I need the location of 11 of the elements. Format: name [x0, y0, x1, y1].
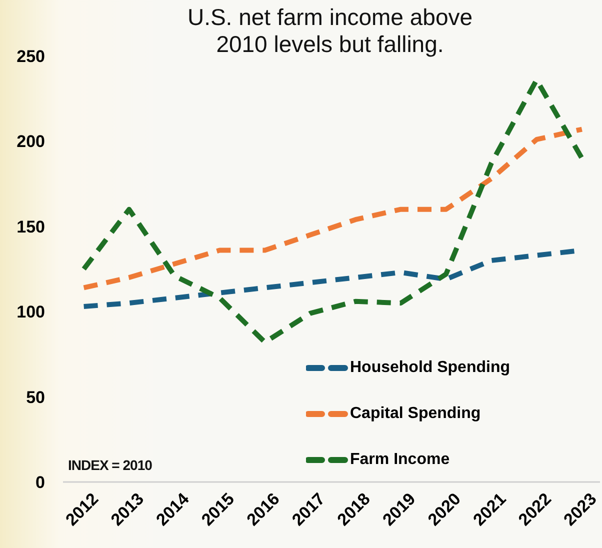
y-tick-label: 50 [26, 388, 45, 407]
y-tick-label: 0 [36, 473, 45, 492]
y-tick-label: 200 [16, 132, 45, 152]
y-tick-label: 250 [16, 47, 45, 66]
index-note: INDEX = 2010 [68, 457, 152, 473]
chart-title: U.S. net farm income above 2010 levels but falling. [186, 4, 474, 58]
y-tick-label: 150 [16, 217, 45, 236]
legend-label: Household Spending [350, 359, 510, 377]
legend-label: Capital Spending [350, 405, 481, 423]
legend-label: Farm Income [350, 451, 450, 469]
y-tick-label: 100 [16, 302, 45, 322]
